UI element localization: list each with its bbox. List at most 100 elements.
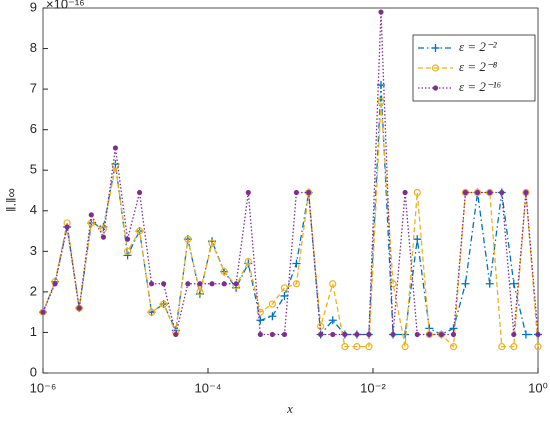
marker (185, 281, 191, 287)
y-tick-label: 1 (30, 324, 37, 339)
marker (160, 300, 168, 308)
marker (280, 284, 289, 292)
marker (281, 331, 288, 338)
marker (268, 300, 276, 308)
marker (269, 331, 275, 338)
marker (474, 189, 481, 196)
marker (184, 235, 192, 243)
y-tick-label: 6 (30, 121, 37, 136)
y-axis-label: ‖.‖∞ (3, 188, 18, 212)
marker (76, 305, 82, 311)
marker (390, 331, 396, 338)
marker (438, 331, 445, 338)
marker (135, 227, 144, 235)
y-tick-label: 3 (30, 243, 37, 258)
marker (330, 331, 336, 338)
x-tick-label: 10⁻² (360, 380, 386, 395)
marker (413, 188, 421, 197)
marker (256, 316, 265, 325)
marker (449, 343, 458, 351)
marker (523, 189, 529, 196)
legend-marker (432, 85, 439, 91)
marker (402, 189, 408, 196)
y-tick-label: 0 (30, 364, 37, 379)
marker (509, 279, 518, 288)
y-exponent-label: ×10⁻¹⁶ (46, 0, 85, 11)
marker (99, 225, 108, 233)
marker (292, 259, 301, 268)
marker (498, 343, 506, 351)
marker (245, 189, 251, 196)
marker (123, 247, 132, 255)
marker (136, 189, 143, 196)
marker (341, 343, 349, 351)
marker (220, 268, 228, 276)
y-tick-label: 4 (30, 202, 37, 217)
marker (209, 281, 215, 287)
series (40, 9, 541, 338)
marker (75, 304, 83, 312)
legend-marker (431, 64, 440, 72)
marker (161, 281, 167, 287)
marker (221, 281, 227, 287)
marker (426, 331, 432, 338)
marker (147, 308, 156, 316)
marker (534, 343, 542, 351)
marker (449, 324, 458, 333)
legend-label: ε = 2⁻² (459, 39, 498, 54)
marker (293, 189, 300, 196)
legend: ε = 2⁻² ε = 2⁻⁸ ε = 2⁻¹⁶ (412, 34, 536, 102)
marker (511, 331, 517, 338)
marker (378, 9, 384, 15)
marker (487, 189, 493, 196)
marker (87, 219, 95, 227)
y-tick-label: 2 (30, 283, 37, 298)
x-tick-label: 10⁻⁶ (30, 380, 57, 395)
marker (208, 239, 216, 247)
marker (499, 189, 505, 196)
x-axis-label: x (286, 401, 293, 416)
marker (123, 251, 132, 260)
marker (88, 212, 94, 218)
y-tick-label: 8 (30, 40, 37, 55)
marker (521, 330, 530, 339)
legend-label: ε = 2⁻⁸ (459, 59, 498, 74)
marker (148, 281, 155, 287)
marker (366, 331, 372, 338)
marker (124, 236, 131, 242)
marker (112, 145, 119, 151)
marker (462, 189, 469, 196)
marker (389, 280, 397, 288)
marker (40, 309, 46, 315)
marker (450, 331, 457, 338)
marker (233, 281, 239, 287)
marker (197, 281, 203, 287)
marker (365, 343, 373, 351)
marker (306, 189, 312, 196)
marker (414, 331, 420, 338)
legend-box (412, 34, 536, 102)
marker (354, 331, 360, 338)
marker (376, 81, 385, 90)
marker (461, 279, 470, 288)
marker (328, 316, 337, 325)
marker (173, 331, 179, 338)
marker (485, 279, 494, 288)
x-tick-label: 10⁻⁴ (195, 380, 222, 395)
y-tick-label: 5 (30, 162, 37, 177)
legend-marker (431, 44, 440, 52)
legend-label: ε = 2⁻¹⁶ (459, 79, 502, 94)
series-line (42, 101, 539, 349)
marker (353, 343, 361, 351)
marker (39, 308, 47, 316)
marker (329, 280, 337, 288)
marker (256, 308, 264, 316)
marker (64, 224, 70, 230)
marker (257, 331, 263, 338)
marker (413, 235, 422, 244)
marker (535, 331, 541, 338)
marker (342, 331, 348, 338)
marker (196, 288, 204, 296)
series-line (42, 12, 539, 336)
